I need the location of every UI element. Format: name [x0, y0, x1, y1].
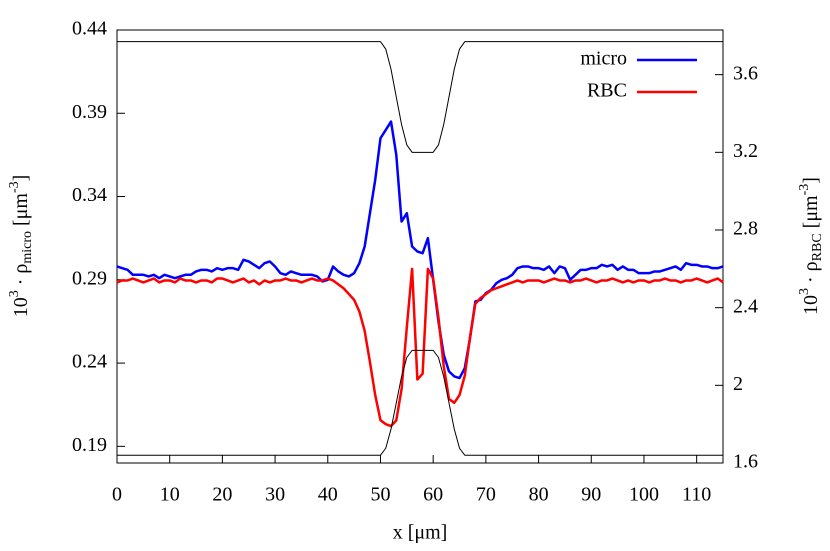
y2-tick-label: 2.8 [733, 218, 758, 240]
x-tick-label: 60 [423, 484, 443, 506]
x-tick-label: 50 [370, 484, 390, 506]
y-axis-label-end: ] [10, 175, 32, 182]
y2-axis-label-unitexp: -3 [797, 184, 812, 196]
y-axis-label-base: 10 [10, 297, 32, 317]
y2-tick-label: 3.2 [733, 140, 758, 162]
y-axis-label-unitexp: -3 [7, 181, 22, 193]
x-tick-label: 30 [265, 484, 285, 506]
wall-line [117, 41, 723, 153]
x-tick-label: 20 [212, 484, 232, 506]
y-tick-label: 0.39 [72, 101, 107, 123]
y2-tick-label: 2 [733, 373, 743, 395]
x-tick-label: 0 [112, 484, 122, 506]
y2-axis-label: 103 · ρRBC [μm-3] [797, 177, 825, 315]
legend-label: micro [580, 48, 627, 70]
y-tick-label: 0.24 [72, 351, 107, 373]
y2-axis-label-exp: 3 [797, 288, 812, 295]
y-tick-label: 0.44 [72, 18, 107, 40]
y2-tick-label: 3.6 [733, 62, 758, 84]
x-tick-label: 90 [581, 484, 601, 506]
y2-tick-label: 2.4 [733, 295, 758, 317]
legend-label: RBC [587, 80, 627, 102]
x-tick-label: 40 [318, 484, 338, 506]
x-tick-label: 110 [682, 484, 711, 506]
y-axis-label-sub: micro [20, 231, 35, 264]
y-axis-label-unit: [μm [10, 193, 32, 231]
y-axis-label: 103 · ρmicro [μm-3] [7, 175, 35, 318]
x-tick-label: 80 [529, 484, 549, 506]
y2-axis-label-unit: [μm [800, 195, 822, 233]
y2-axis-label-end: ] [800, 177, 822, 184]
y2-axis-label-mid: · ρ [800, 261, 822, 288]
y-axis-label-mid: · ρ [10, 264, 32, 291]
y-tick-label: 0.29 [72, 267, 107, 289]
data-line [116, 267, 724, 428]
x-axis-label: x [μm] [393, 522, 448, 544]
x-tick-label: 70 [476, 484, 496, 506]
plot-frame [116, 29, 724, 464]
y2-tick-label: 1.6 [733, 451, 758, 473]
x-tick-label: 100 [629, 484, 659, 506]
wall-line [117, 349, 723, 456]
y-tick-label: 0.34 [72, 184, 107, 206]
y-tick-label: 0.19 [72, 434, 107, 456]
data-line [116, 120, 724, 380]
y-axis-label-exp: 3 [7, 290, 22, 297]
y2-axis-label-sub: RBC [810, 233, 825, 261]
y2-axis-label-base: 10 [800, 295, 822, 315]
x-tick-label: 10 [160, 484, 180, 506]
